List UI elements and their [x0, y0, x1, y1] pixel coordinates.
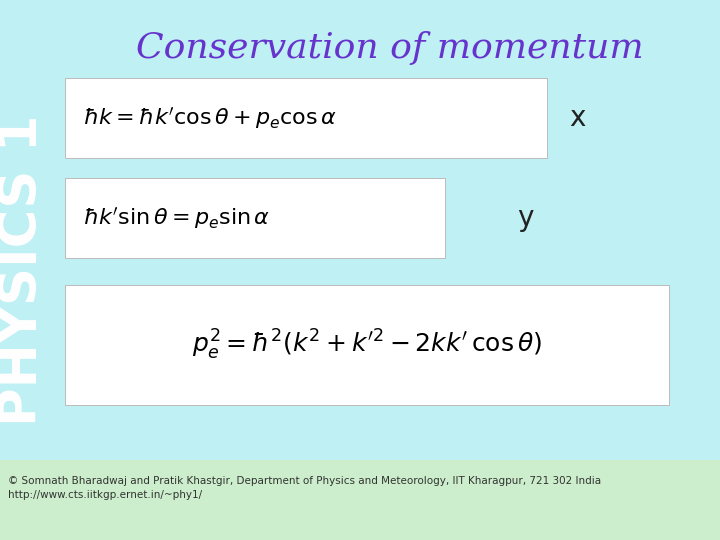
Text: Conservation of momentum: Conservation of momentum [136, 31, 644, 65]
Text: x: x [569, 104, 585, 132]
FancyBboxPatch shape [65, 178, 445, 258]
Text: y: y [517, 204, 534, 232]
Text: PHYSICS 1: PHYSICS 1 [0, 114, 48, 426]
FancyBboxPatch shape [65, 285, 669, 405]
FancyBboxPatch shape [65, 78, 547, 158]
Text: $\hbar k^{\prime} \sin\theta = p_e \sin\alpha$: $\hbar k^{\prime} \sin\theta = p_e \sin\… [83, 205, 270, 231]
Text: $p_e^2 = \hbar^2(k^2 + k^{\prime 2} - 2kk^{\prime}\,\cos\theta)$: $p_e^2 = \hbar^2(k^2 + k^{\prime 2} - 2k… [192, 328, 542, 362]
Text: $\hbar k = \hbar k^{\prime} \cos\theta + p_e \cos\alpha$: $\hbar k = \hbar k^{\prime} \cos\theta +… [83, 105, 337, 131]
FancyBboxPatch shape [0, 460, 720, 540]
Text: © Somnath Bharadwaj and Pratik Khastgir, Department of Physics and Meteorology, : © Somnath Bharadwaj and Pratik Khastgir,… [8, 476, 601, 500]
